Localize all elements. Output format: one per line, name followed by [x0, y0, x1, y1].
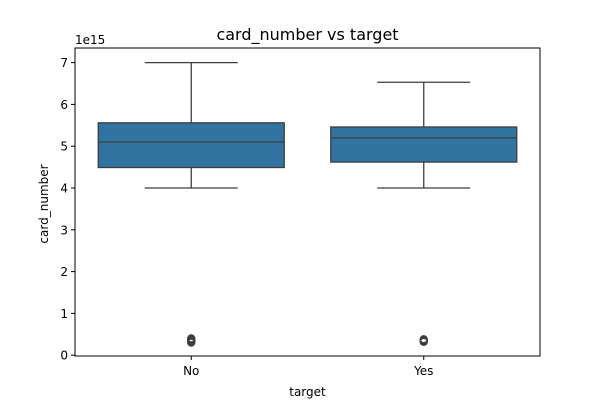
y-tick-label-6: 6	[60, 98, 68, 112]
box-No	[97, 122, 285, 169]
outlier-point-Yes-3	[419, 335, 428, 344]
box-Yes	[330, 126, 518, 163]
y-tick-label-4: 4	[60, 182, 68, 196]
y-tick-label-5: 5	[60, 140, 68, 154]
x-tick-label-No: No	[183, 364, 199, 378]
x-tick-label-Yes: Yes	[413, 364, 433, 378]
y-tick-label-2: 2	[60, 265, 68, 279]
plot-frame	[74, 47, 541, 357]
chart-title: card_number vs target	[216, 25, 398, 45]
y-tick-label-7: 7	[60, 56, 68, 70]
y-axis-offset-label: 1e15	[75, 33, 105, 47]
outlier-point-No-5	[187, 334, 196, 343]
y-tick-label-0: 0	[60, 349, 68, 363]
y-axis-label: card_number	[37, 164, 51, 243]
plot-area: 0 1 2 3 4 5 6 7 No Yes	[60, 47, 541, 378]
y-tick-label-1: 1	[60, 307, 68, 321]
y-tick-label-3: 3	[60, 223, 68, 237]
x-axis-label: target	[289, 385, 326, 399]
